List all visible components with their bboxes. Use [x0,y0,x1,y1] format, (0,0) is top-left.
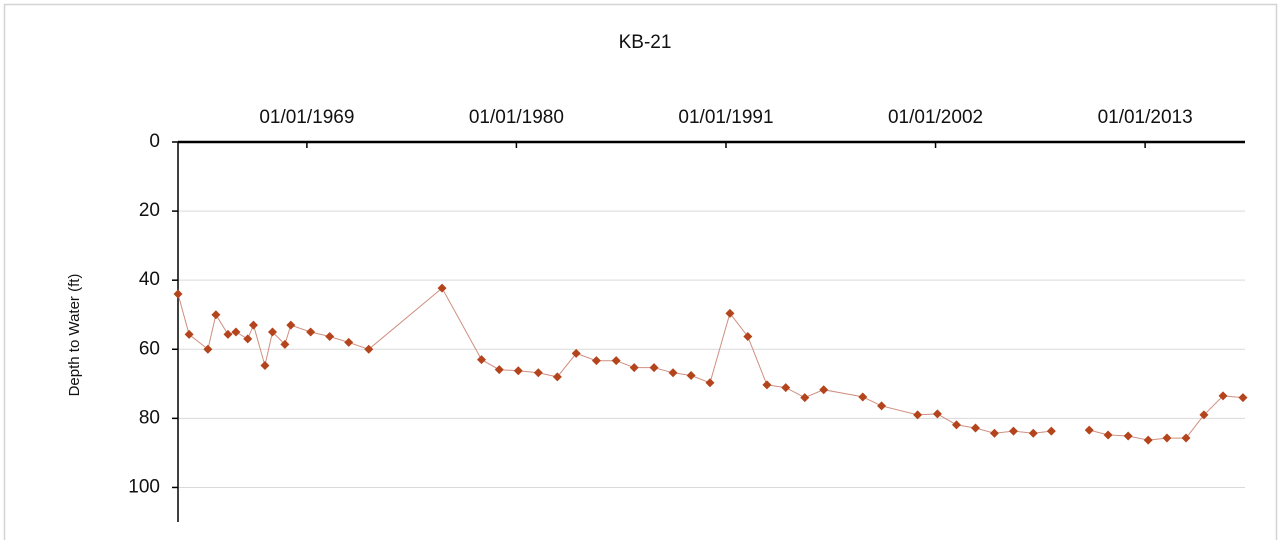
data-point [364,344,374,354]
data-point [1162,433,1172,443]
data-point [913,410,923,420]
data-point [552,372,562,382]
data-point [819,385,829,395]
frame [3,3,1278,540]
data-point [989,428,999,438]
data-point [1143,435,1153,445]
data-point [686,371,696,381]
data-point [184,329,194,339]
data-point [1008,426,1018,436]
y-tick-label: 100 [128,476,160,497]
data-point [1028,428,1038,438]
data-point [306,327,316,337]
data-point [203,344,213,354]
data-point [173,289,183,299]
y-tick-label: 20 [139,200,160,221]
data-point [970,423,980,433]
data-point [571,348,581,358]
data-point [951,420,961,430]
data-line [177,287,1244,441]
data-point [781,383,791,393]
data-point [248,320,258,330]
data-point [877,401,887,411]
x-tick-label: 01/01/1980 [469,107,564,128]
data-point [743,331,753,341]
y-tick-label: 40 [139,269,160,290]
data-point [800,393,810,403]
data-point [1181,433,1191,443]
y-tick-label: 0 [149,131,160,152]
data-point [1218,391,1228,401]
chart-title: KB-21 [619,32,672,53]
data-point [513,366,523,376]
y-tick-label: 60 [139,338,160,359]
data-point [533,368,543,378]
y-axis-label: Depth to Water (ft) [66,274,83,397]
data-point [1084,425,1094,435]
data-point [494,365,504,375]
data-point [268,327,278,337]
data-point [705,378,715,388]
data-point [280,339,290,349]
data-point [611,356,621,366]
data-point [932,409,942,419]
data-point [437,283,447,293]
data-point [762,380,772,390]
data-point [286,320,296,330]
data-point [477,355,487,365]
x-tick-label: 01/01/2002 [888,107,983,128]
data-point [344,337,354,347]
data-point [325,331,335,341]
data-point [1199,410,1209,420]
data-point [858,392,868,402]
x-tick-label: 01/01/1969 [259,107,354,128]
data-point [211,310,221,320]
data-point [223,329,233,339]
data-point [231,327,241,337]
x-tick-label: 01/01/2013 [1098,107,1193,128]
data-point [629,363,639,373]
data-point [649,363,659,373]
data-point [725,308,735,318]
x-tick-label: 01/01/1991 [678,107,773,128]
data-point [260,361,270,371]
y-tick-label: 80 [139,407,160,428]
data-point [1238,393,1248,403]
data-point [243,334,253,344]
data-point [668,368,678,378]
data-point [591,356,601,366]
data-point [1103,430,1113,440]
data-point [1046,426,1056,436]
data-point [1123,431,1133,441]
